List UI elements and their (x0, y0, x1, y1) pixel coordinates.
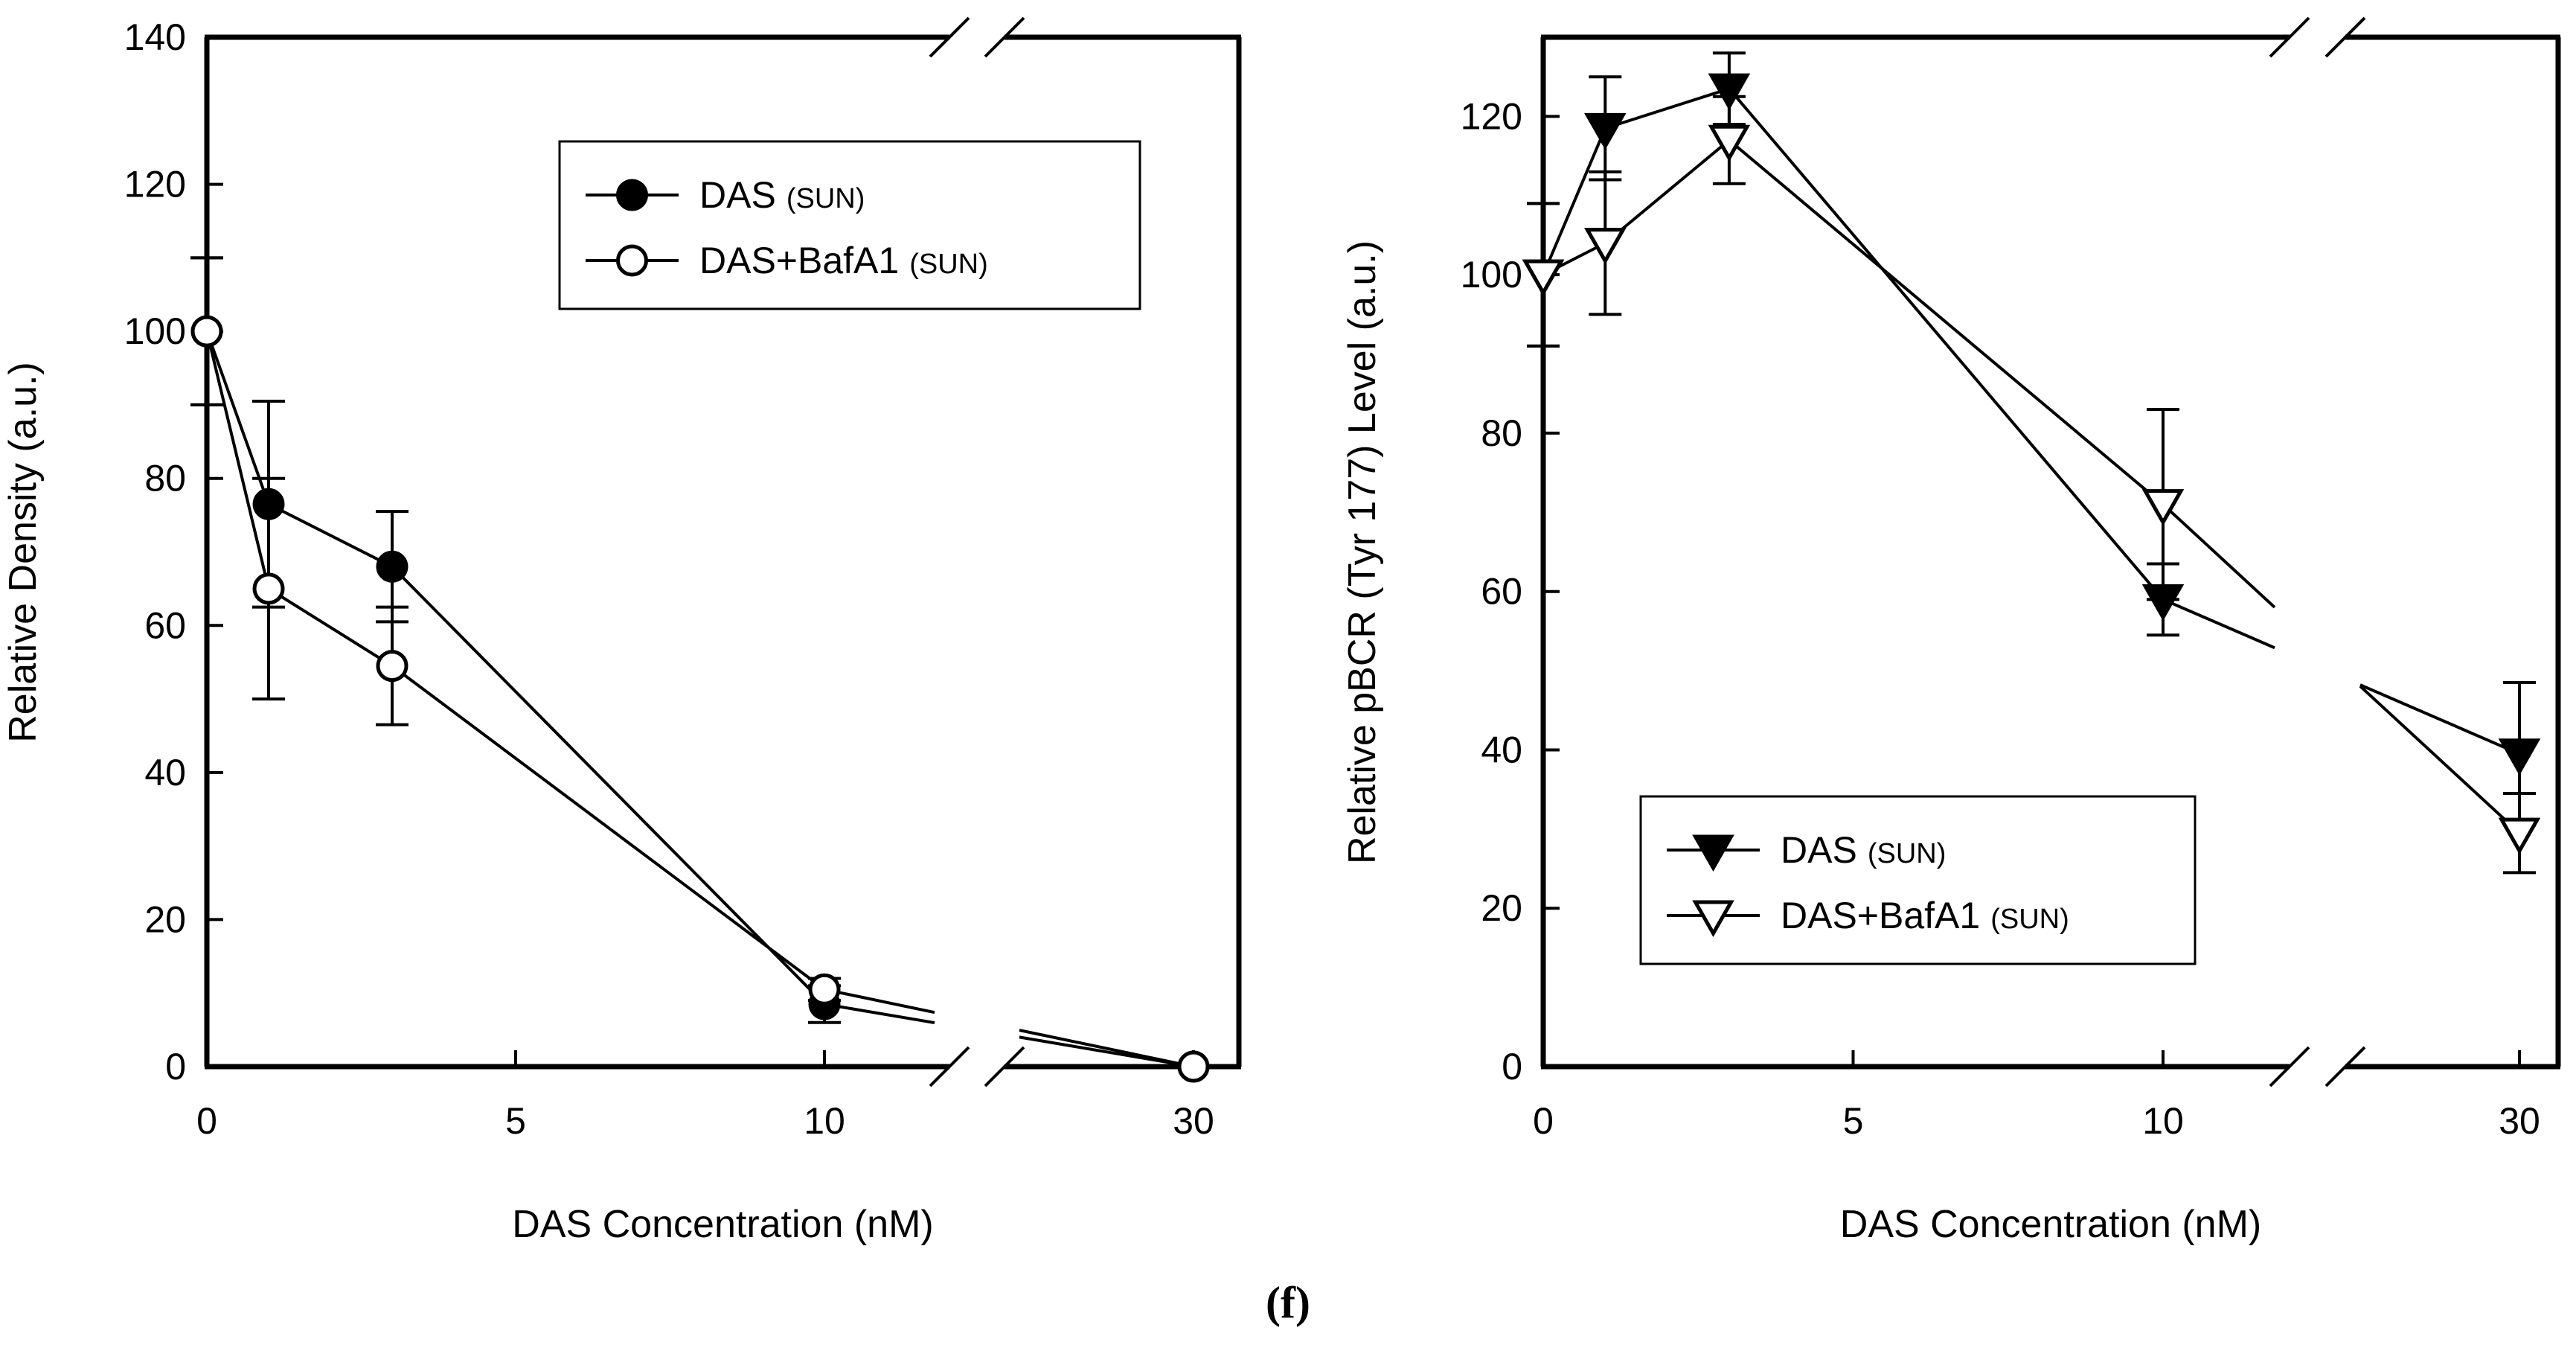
legend-marker (616, 244, 648, 277)
data-point-1 (2141, 489, 2185, 526)
y-tick-label: 100 (1461, 254, 1522, 295)
x-tick-label: 0 (1533, 1100, 1554, 1142)
axis-break-top-mark (2325, 16, 2366, 58)
y-tick-label: 120 (1461, 95, 1522, 137)
series-stub-1 (2359, 685, 2521, 834)
axis-break-bottom-mark (2325, 1046, 2366, 1087)
y-tick-label: 0 (165, 1046, 186, 1087)
data-point-1 (808, 973, 841, 1006)
data-point-1 (376, 650, 408, 683)
y-tick-label: 60 (1481, 571, 1522, 613)
y-axis-label: Relative Density (a.u.) (1, 362, 45, 743)
axis-break-bottom-mark (984, 1046, 1025, 1087)
x-axis-label: DAS Concentration (nM) (1840, 1203, 2261, 1246)
legend-series-suffix: (SUN) (786, 183, 865, 214)
x-tick-label: 30 (2499, 1100, 2540, 1142)
series-line-1 (205, 330, 826, 991)
data-point-0 (2498, 738, 2541, 776)
legend-label: DAS (SUN) (699, 174, 865, 216)
series-stub-1 (824, 988, 935, 1015)
legend-series-name: DAS+BafA1 (1781, 895, 1980, 936)
y-tick-label: 80 (144, 458, 186, 499)
legend-marker (1692, 900, 1734, 938)
data-point-1 (2498, 817, 2541, 855)
series-stub-1 (2162, 503, 2276, 609)
y-tick-label: 140 (124, 16, 186, 58)
legend-series-name: DAS (1781, 829, 1857, 871)
x-tick-label: 5 (1843, 1100, 1864, 1142)
data-point-0 (1583, 112, 1627, 150)
x-tick-label: 5 (505, 1100, 526, 1142)
legend-box (558, 140, 1141, 310)
y-tick-label: 20 (1481, 887, 1522, 929)
legend-label: DAS+BafA1 (SUN) (1781, 895, 2069, 936)
legend-series-name: DAS (699, 174, 776, 216)
series-line-0 (205, 330, 826, 1006)
axis-break-bottom-mark (929, 1046, 970, 1087)
data-point-1 (1177, 1050, 1210, 1083)
x-tick-label: 10 (804, 1100, 845, 1142)
x-tick-label: 0 (196, 1100, 217, 1142)
y-tick-label: 60 (144, 604, 186, 646)
legend-label: DAS (SUN) (1781, 829, 1946, 871)
y-tick-label: 100 (124, 310, 186, 352)
y-tick-label: 120 (124, 164, 186, 205)
legend-series-suffix: (SUN) (1868, 838, 1947, 869)
chart-relative-density: 0 20 40 60 80 100 120 140 0 5 10 30 DAS Concentratio… (1, 16, 1242, 1246)
series-line-1 (1542, 138, 2165, 506)
axis-break-bottom-mark (2269, 1046, 2310, 1087)
legend-series-suffix: (SUN) (1990, 904, 2069, 935)
data-point-1 (1708, 124, 1751, 162)
data-point-1 (1583, 228, 1627, 265)
data-point-1 (190, 315, 223, 348)
series-stub-1 (1019, 1029, 1194, 1068)
legend-marker (1692, 834, 1734, 872)
x-tick-label: 30 (1173, 1100, 1214, 1142)
chart-relative-pbcr: 0 20 40 60 80 100 120 0 5 10 30 DAS Concentration (… (1341, 16, 2561, 1246)
y-tick-label: 40 (144, 752, 186, 793)
legend-series-name: DAS+BafA1 (699, 240, 899, 281)
data-point-1 (252, 572, 285, 605)
legend-series-suffix: (SUN) (909, 249, 988, 280)
legend-marker (616, 179, 648, 211)
y-tick-label: 40 (1481, 729, 1522, 770)
x-tick-label: 10 (2142, 1100, 2184, 1142)
y-tick-label: 20 (144, 898, 186, 940)
y-tick-label: 80 (1481, 412, 1522, 454)
legend-box (1639, 795, 2197, 965)
axis-break-top-mark (984, 16, 1025, 58)
x-axis-label: DAS Concentration (nM) (512, 1203, 933, 1246)
figure-panel-label: (f) (1266, 1278, 1310, 1327)
data-point-0 (376, 550, 408, 583)
legend-label: DAS+BafA1 (SUN) (699, 240, 988, 281)
series-stub-0 (824, 1003, 935, 1025)
y-tick-label: 0 (1502, 1046, 1522, 1087)
series-stub-0 (2162, 598, 2275, 650)
axis-break-top-mark (929, 16, 970, 58)
y-axis-label: Relative pBCR (Tyr 177) Level (a.u.) (1341, 240, 1384, 864)
series-line-0 (1542, 86, 2165, 601)
data-point-1 (1522, 259, 1565, 297)
axis-break-top-mark (2269, 16, 2310, 58)
series-stub-0 (2359, 683, 2520, 755)
data-point-0 (1708, 73, 1751, 111)
